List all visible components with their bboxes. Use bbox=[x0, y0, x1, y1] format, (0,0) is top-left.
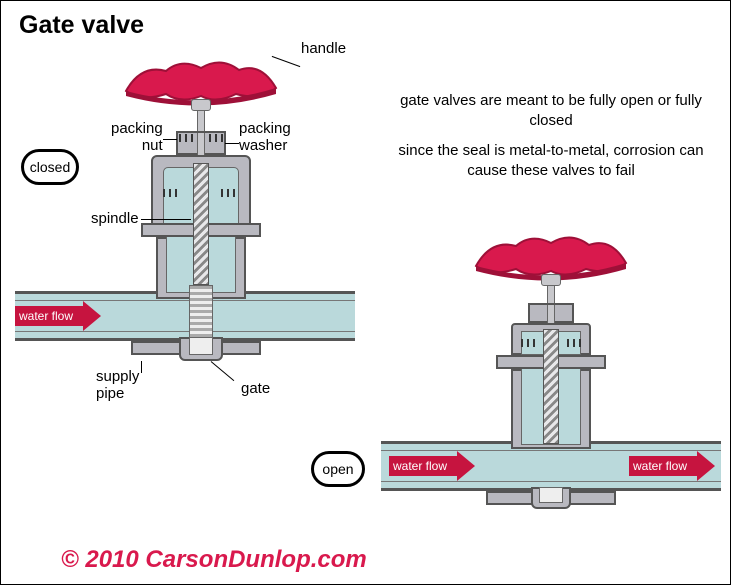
label-gate: gate bbox=[241, 381, 270, 398]
gate-slot-open bbox=[539, 487, 563, 503]
open-valve-group: water flow water flow bbox=[371, 211, 731, 531]
arrow-head-icon bbox=[457, 451, 475, 481]
spindle-open bbox=[543, 329, 559, 444]
state-closed-badge: closed bbox=[21, 149, 79, 185]
flow-arrow-open-right: water flow bbox=[629, 451, 715, 481]
label-packing-washer: packing washer bbox=[239, 121, 291, 154]
arrow-head-icon bbox=[697, 451, 715, 481]
zigzag-icon bbox=[221, 189, 239, 197]
pipe-line bbox=[381, 481, 721, 482]
valve-stem bbox=[547, 286, 555, 304]
leader-line bbox=[225, 143, 239, 144]
label-supply-pipe: supply pipe bbox=[96, 369, 139, 402]
state-open-badge: open bbox=[311, 451, 365, 487]
flow-arrow-label: water flow bbox=[389, 456, 457, 476]
state-label: open bbox=[322, 461, 353, 477]
note-2: since the seal is metal-to-metal, corros… bbox=[391, 141, 711, 180]
valve-stem bbox=[197, 111, 205, 133]
flow-arrow-label: water flow bbox=[15, 306, 83, 326]
flow-arrow-closed: water flow bbox=[15, 301, 101, 331]
zigzag-icon bbox=[567, 339, 581, 347]
spindle-closed bbox=[193, 163, 209, 285]
note-1: gate valves are meant to be fully open o… bbox=[391, 91, 711, 130]
leader-line bbox=[163, 139, 177, 140]
leader-line bbox=[141, 219, 191, 220]
closed-valve-group: water flow clos bbox=[1, 1, 371, 451]
handle-hub bbox=[541, 274, 561, 286]
label-spindle: spindle bbox=[91, 211, 139, 228]
flow-arrow-open-left: water flow bbox=[389, 451, 475, 481]
leader-line bbox=[211, 361, 235, 381]
zigzag-icon bbox=[521, 339, 535, 347]
zigzag-icon bbox=[163, 189, 181, 197]
label-packing-nut: packing nut bbox=[111, 121, 163, 154]
diagram-frame: Gate valve gate valves are meant to be f… bbox=[0, 0, 731, 585]
arrow-head-icon bbox=[83, 301, 101, 331]
pipe-line bbox=[15, 331, 355, 332]
leader-line bbox=[141, 361, 142, 373]
gate-slot-bottom bbox=[189, 337, 213, 355]
flow-arrow-label: water flow bbox=[629, 456, 697, 476]
handle-hub bbox=[191, 99, 211, 111]
label-handle: handle bbox=[301, 41, 346, 58]
copyright-text: © 2010 CarsonDunlop.com bbox=[61, 546, 367, 574]
state-label: closed bbox=[30, 159, 70, 175]
